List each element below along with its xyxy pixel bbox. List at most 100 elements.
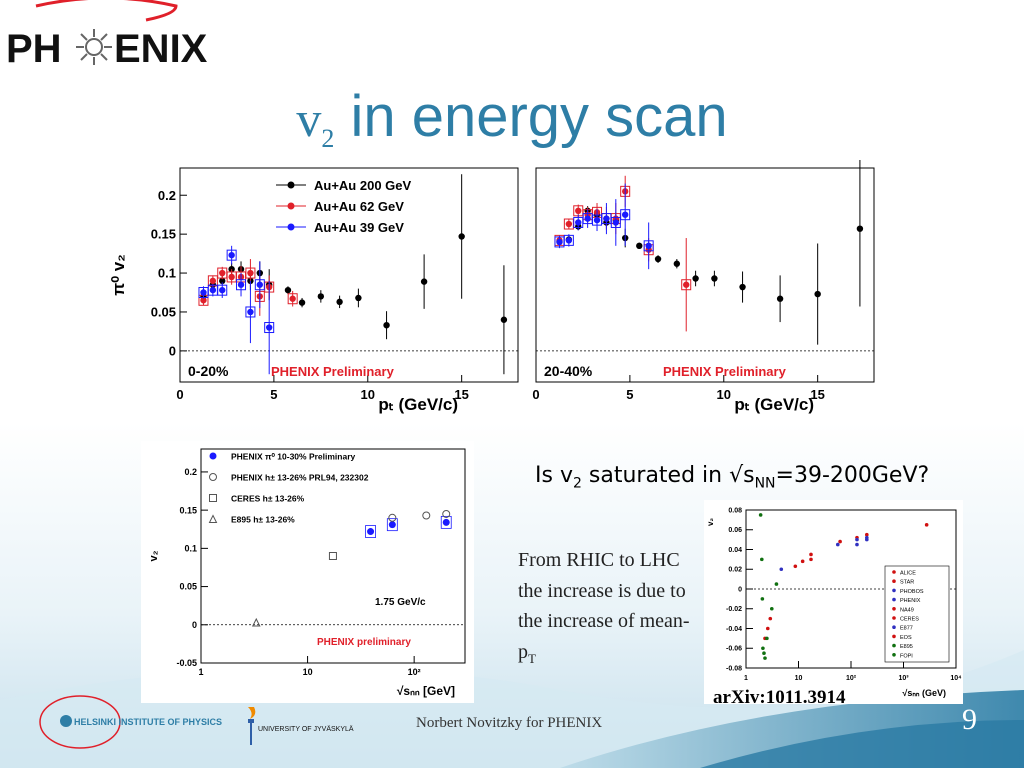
x-tick-label: 10 [795,675,803,682]
systematic-box [610,216,621,228]
data-point [388,513,397,522]
data-point [621,211,629,218]
explanation-sub: T [528,650,536,666]
series-fopi [758,513,767,660]
x-tick-label: 0 [176,387,183,402]
data-point [298,299,306,306]
data-point [774,582,779,586]
legend-label: PHENIX π⁰ 10-30% Preliminary [231,452,356,462]
question-text: Is v2 saturated in √sNN=39-200GeV? [535,463,929,491]
data-point [645,242,652,250]
data-point [442,518,450,526]
legend-label: CERES [900,617,919,623]
x-tick-label: 10² [846,675,857,682]
systematic-box [236,279,247,291]
systematic-box [264,322,275,334]
data-point [603,215,610,222]
footer-author: Norbert Novitzky for PHENIX [416,715,603,731]
data-point [769,606,774,611]
data-point [760,557,764,562]
data-point [575,219,582,226]
series-na49 [793,557,813,569]
data-point [924,523,929,527]
systematic-box [245,306,256,318]
chart-panel-20-40: 0 5 10 15 pₜ (GeV/c) 20-40% PHENIX Preliminary [530,160,882,418]
y-tick-label: 0.2 [184,467,197,477]
question-sub1: 2 [572,475,582,492]
data-point [442,509,451,518]
data-point [835,542,840,547]
legend-label: EOS [900,635,912,641]
systematic-box [365,525,376,538]
data-point [209,286,217,294]
data-point [855,542,859,547]
y-axis-label: v₂ [706,518,715,526]
y-tick-label: 0.08 [728,507,742,514]
data-point [575,207,582,214]
data-point [800,559,805,564]
data-point [565,237,573,244]
legend-label: Au+Au 39 GeV [314,220,404,235]
data-point [200,289,207,296]
plot-frame [535,167,875,383]
explanation-main: From RHIC to LHC the increase is due to … [518,549,690,663]
data-point [200,297,207,304]
legend-label: Au+Au 200 GeV [314,178,412,193]
data-point [765,636,769,641]
data-point [636,242,643,250]
question-prefix: Is v [535,463,573,488]
y-tick-label: 0.02 [728,567,742,574]
x-tick-label: 5 [626,387,633,402]
page-number: 9 [962,703,977,736]
legend-marker [287,181,295,189]
legend-label: PHENIX h± 13-26% PRL94, 232302 [231,473,369,483]
y-tick-label: 0.15 [179,505,197,515]
data-point [768,616,773,621]
legend-marker [892,588,896,593]
legend-label: Au+Au 62 GeV [314,199,404,214]
data-point [865,537,869,542]
chart-v2-energy-phenix: 1 10 10² -0.05 0 0.05 0.1 0.15 0.2 √sₙₙ [GeV] v₂ PH… [148,448,466,698]
data-point [584,215,591,222]
jyu-logo-text: UNIVERSITY OF JYVÄSKYLÄ [258,725,354,733]
data-point [228,273,235,281]
y-tick-label: 0.1 [184,544,197,554]
data-point [420,278,428,285]
y-tick-label: -0.04 [726,626,742,633]
legend-marker [287,202,295,210]
preliminary-label: PHENIX Preliminary [271,364,395,379]
data-point [367,528,375,536]
chart-panel-energy-world: 1 10 10² 10³ 10⁴ -0.08 -0.06 -0.04 -0.02 0 0.02 0.0… [704,500,963,704]
data-point [711,275,718,282]
x-axis-label: √sₙₙ (GeV) [902,688,946,698]
data-point [760,597,765,601]
data-point [219,286,226,294]
data-point [776,295,784,302]
logo-text-right: ENIX [114,27,208,71]
data-point [793,564,798,569]
y-tick-label: 0.05 [179,582,197,592]
data-point [265,324,273,331]
title-symbol: v [296,91,322,147]
data-point [565,220,573,228]
title-subscript: 2 [321,124,335,153]
x-tick-label: 15 [454,387,468,402]
data-point [838,539,842,544]
x-tick-label: 10 [361,387,375,402]
systematic-box [254,279,265,291]
legend-label: E895 h± 13-26% [231,515,295,525]
legend-label: PHENIX [900,598,921,604]
hip-logo-text: HELSINKI INSTITUTE OF PHYSICS [74,717,222,727]
data-point [779,567,784,572]
x-tick-label: 10² [408,667,421,677]
data-point [355,294,362,302]
legend-marker [287,223,295,231]
data-point [556,238,563,246]
data-point [251,617,261,627]
plot-frame [200,448,466,664]
data-point [284,286,292,294]
legend-label: FOPI [900,653,913,659]
y-tick-label: 0.06 [728,527,742,534]
data-point [654,255,662,263]
